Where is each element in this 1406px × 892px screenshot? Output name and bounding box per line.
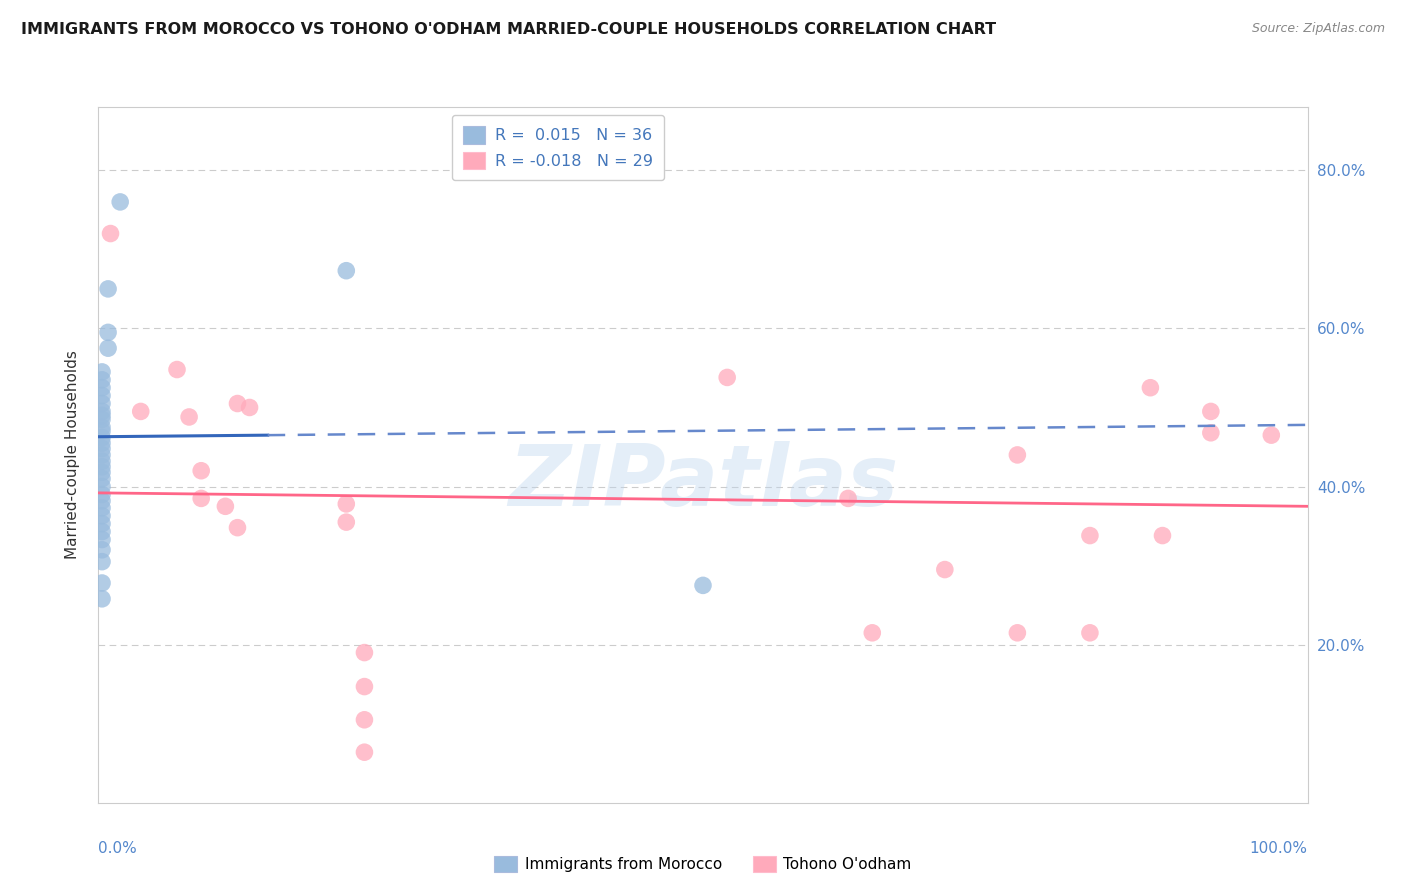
- Point: [91, 487, 114, 501]
- Point: [179, 409, 201, 424]
- Point: [91, 533, 114, 547]
- Y-axis label: Married-couple Households: Married-couple Households: [65, 351, 80, 559]
- Point: [91, 500, 114, 515]
- Point: [335, 263, 357, 277]
- Point: [1007, 625, 1029, 640]
- Point: [91, 524, 114, 539]
- Text: 100.0%: 100.0%: [1250, 841, 1308, 856]
- Point: [1260, 428, 1282, 442]
- Point: [97, 326, 120, 340]
- Point: [239, 401, 262, 415]
- Point: [91, 389, 114, 403]
- Text: ZIPatlas: ZIPatlas: [508, 442, 898, 524]
- Text: 0.0%: 0.0%: [98, 841, 138, 856]
- Point: [91, 424, 114, 438]
- Point: [335, 515, 357, 529]
- Point: [353, 646, 375, 660]
- Point: [91, 373, 114, 387]
- Point: [1078, 625, 1101, 640]
- Point: [91, 508, 114, 523]
- Point: [335, 497, 357, 511]
- Point: [91, 412, 114, 426]
- Point: [1199, 404, 1222, 418]
- Point: [166, 362, 188, 376]
- Point: [91, 420, 114, 434]
- Point: [1078, 528, 1101, 542]
- Point: [716, 370, 738, 384]
- Point: [91, 466, 114, 480]
- Point: [100, 227, 122, 241]
- Point: [1152, 528, 1174, 542]
- Legend: Immigrants from Morocco, Tohono O'odham: Immigrants from Morocco, Tohono O'odham: [486, 848, 920, 880]
- Point: [91, 448, 114, 462]
- Point: [91, 381, 114, 395]
- Point: [1139, 381, 1161, 395]
- Point: [91, 516, 114, 531]
- Point: [91, 591, 114, 606]
- Point: [353, 713, 375, 727]
- Point: [860, 625, 883, 640]
- Point: [353, 745, 375, 759]
- Point: [692, 578, 714, 592]
- Point: [91, 436, 114, 450]
- Point: [353, 680, 375, 694]
- Point: [226, 521, 249, 535]
- Point: [190, 464, 212, 478]
- Point: [91, 555, 114, 569]
- Point: [97, 341, 120, 355]
- Text: IMMIGRANTS FROM MOROCCO VS TOHONO O'ODHAM MARRIED-COUPLE HOUSEHOLDS CORRELATION : IMMIGRANTS FROM MOROCCO VS TOHONO O'ODHA…: [21, 22, 997, 37]
- Point: [108, 194, 131, 209]
- Legend: R =  0.015   N = 36, R = -0.018   N = 29: R = 0.015 N = 36, R = -0.018 N = 29: [451, 115, 664, 180]
- Point: [91, 479, 114, 493]
- Text: Source: ZipAtlas.com: Source: ZipAtlas.com: [1251, 22, 1385, 36]
- Point: [934, 563, 956, 577]
- Point: [91, 576, 114, 591]
- Point: [91, 409, 114, 423]
- Point: [91, 430, 114, 444]
- Point: [91, 404, 114, 418]
- Point: [91, 396, 114, 410]
- Point: [91, 442, 114, 456]
- Point: [190, 491, 212, 506]
- Point: [91, 472, 114, 486]
- Point: [91, 365, 114, 379]
- Point: [226, 396, 249, 410]
- Point: [837, 491, 859, 506]
- Point: [1199, 425, 1222, 440]
- Point: [91, 542, 114, 557]
- Point: [91, 459, 114, 474]
- Point: [129, 404, 152, 418]
- Point: [91, 493, 114, 508]
- Point: [1007, 448, 1029, 462]
- Point: [97, 282, 120, 296]
- Point: [214, 500, 236, 514]
- Point: [91, 454, 114, 468]
